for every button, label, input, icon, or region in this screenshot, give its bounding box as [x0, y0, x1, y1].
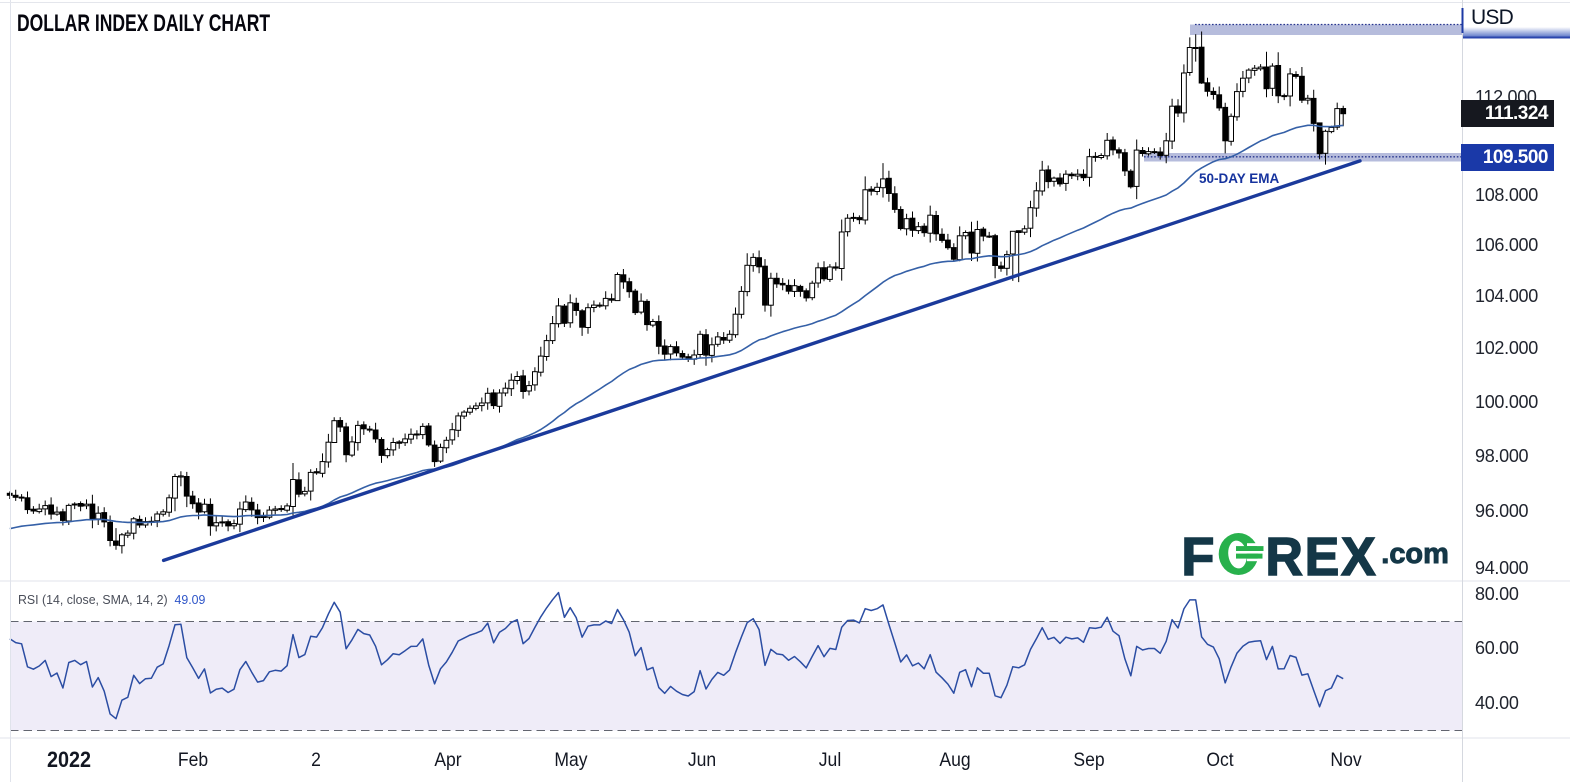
- svg-text:F: F: [1184, 533, 1214, 581]
- svg-text:REX: REX: [1266, 533, 1378, 581]
- svg-text:.com: .com: [1381, 538, 1449, 570]
